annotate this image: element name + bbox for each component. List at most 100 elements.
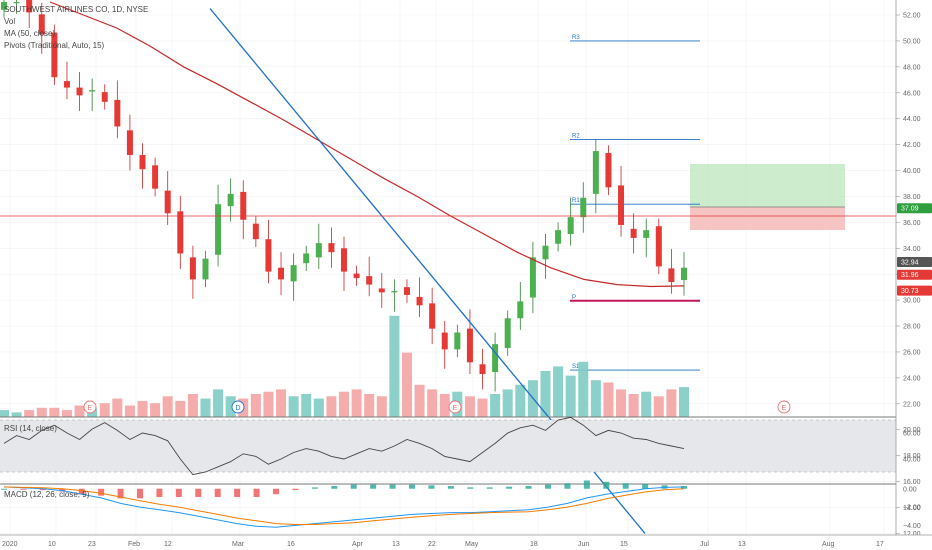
macd-histogram-bar: [98, 488, 105, 496]
candle-body: [555, 230, 562, 244]
ma-legend[interactable]: MA (50, close): [4, 29, 56, 38]
volume-bar: [200, 398, 211, 417]
macd-histogram-bar: [331, 486, 338, 489]
volume-bar: [603, 382, 614, 417]
candle-body: [643, 230, 650, 238]
volume-bar: [376, 396, 387, 417]
volume-bar: [263, 391, 274, 417]
volume-bar: [36, 407, 47, 417]
price-tag: [897, 269, 932, 280]
rsi-legend[interactable]: RSI (14, close): [4, 424, 57, 433]
time-tick-label: Jun: [578, 541, 589, 548]
macd-histogram-bar: [137, 488, 143, 499]
symbol-title[interactable]: SOUTHWEST AIRLINES CO, 1D, NYSE: [4, 5, 149, 14]
time-axis[interactable]: [0, 535, 932, 550]
volume-bar: [439, 394, 450, 417]
time-tick-label: 13: [392, 541, 400, 548]
candle-body: [139, 154, 146, 170]
volume-bar: [540, 371, 551, 417]
macd-tick-label: −4.00: [903, 523, 921, 530]
candle-body: [403, 287, 410, 295]
take-profit-zone[interactable]: [690, 164, 845, 207]
volume-bar: [464, 396, 475, 417]
candle-body: [63, 81, 70, 88]
price-tags: 37.09 32.94 31.96 30.73: [897, 203, 932, 296]
rsi-tick-label: 40.00: [903, 457, 921, 464]
macd-signal-line: [3, 486, 685, 525]
volume-bar: [427, 389, 438, 417]
candle-body: [177, 211, 184, 254]
volume-bar: [213, 389, 224, 417]
price-tick-label: 20.00: [903, 427, 921, 434]
macd-histogram-bar: [370, 484, 377, 489]
macd-histogram-bar: [292, 488, 299, 491]
candle-body: [341, 248, 347, 272]
event-marker-label: E: [88, 405, 93, 412]
macd-histogram-bar: [642, 483, 649, 489]
candle-body: [618, 185, 625, 225]
volume-bar: [150, 403, 161, 417]
candle-body: [416, 296, 423, 306]
volume-bar: [175, 400, 186, 417]
pivot-label: R2: [572, 133, 580, 139]
event-marker-label: E: [453, 405, 458, 412]
price-axis[interactable]: [896, 0, 932, 535]
time-tick-label: Jul: [700, 541, 709, 548]
candle-body: [542, 245, 549, 260]
candle-body: [454, 332, 461, 350]
macd-histogram-bar: [214, 488, 221, 497]
candle-body: [681, 267, 687, 281]
volume-bar: [326, 396, 337, 417]
macd-histogram-bar: [117, 488, 124, 499]
time-axis-labels: 2020 10 23 Feb 12 Mar 16 Apr 13 22 May 18 Jun 15 Jul 13…: [2, 541, 884, 548]
volume-bar: [666, 389, 677, 417]
macd-histogram-bar: [525, 486, 532, 489]
candle-body: [278, 267, 285, 280]
candle-body: [580, 197, 587, 218]
macd-histogram-bar: [622, 483, 629, 489]
pivot-label: R3: [572, 35, 580, 41]
price-tick-label: 34.00: [903, 246, 921, 253]
macd-histogram-bar: [311, 487, 318, 489]
candle-body: [517, 301, 524, 319]
macd-histogram-bar: [409, 484, 415, 489]
pivots-legend[interactable]: Pivots (Traditional, Auto, 15): [4, 41, 105, 50]
time-tick-label: 2020: [2, 541, 18, 548]
candle-body: [202, 258, 209, 280]
volume-bar: [389, 315, 400, 417]
candle-body: [303, 253, 310, 264]
volume-bar: [250, 394, 261, 417]
price-tag-label: 37.09: [901, 206, 919, 213]
price-tick-label: 16.00: [903, 479, 921, 486]
volume-legend[interactable]: Vol: [4, 17, 16, 26]
macd-histogram-bar: [78, 488, 85, 495]
candle-body: [328, 243, 335, 253]
volume-bar: [276, 389, 287, 417]
event-marker-label: D: [236, 405, 241, 412]
candlestick-series: [1, 0, 687, 392]
macd-legend[interactable]: MACD (12, 26, close, 9): [4, 490, 90, 499]
price-tag-label: 30.73: [901, 288, 919, 295]
stop-loss-zone[interactable]: [690, 207, 845, 230]
candle-body: [492, 344, 499, 373]
volume-bar: [0, 410, 9, 417]
volume-bar: [61, 410, 72, 417]
price-tick-label: 12.00: [903, 531, 921, 538]
volume-bar: [590, 380, 601, 417]
macd-histogram-bar: [467, 487, 474, 489]
candle-body: [567, 217, 574, 235]
candle-body: [391, 291, 398, 293]
candle-body: [529, 257, 536, 298]
time-tick-label: 16: [287, 541, 295, 548]
macd-histogram-bar: [273, 488, 279, 495]
volume-bar: [301, 394, 312, 417]
price-tag-label: 31.96: [901, 272, 919, 279]
price-tick-label: 42.00: [903, 142, 921, 149]
macd-histogram-bar: [156, 488, 163, 497]
indicator-axis-labels: 60.00 40.00 0.00 −2.00 −4.00: [903, 431, 921, 530]
time-tick-label: 23: [88, 541, 96, 548]
candle-body: [164, 190, 171, 214]
candle-body: [13, 2, 20, 4]
candle-body: [240, 191, 247, 220]
